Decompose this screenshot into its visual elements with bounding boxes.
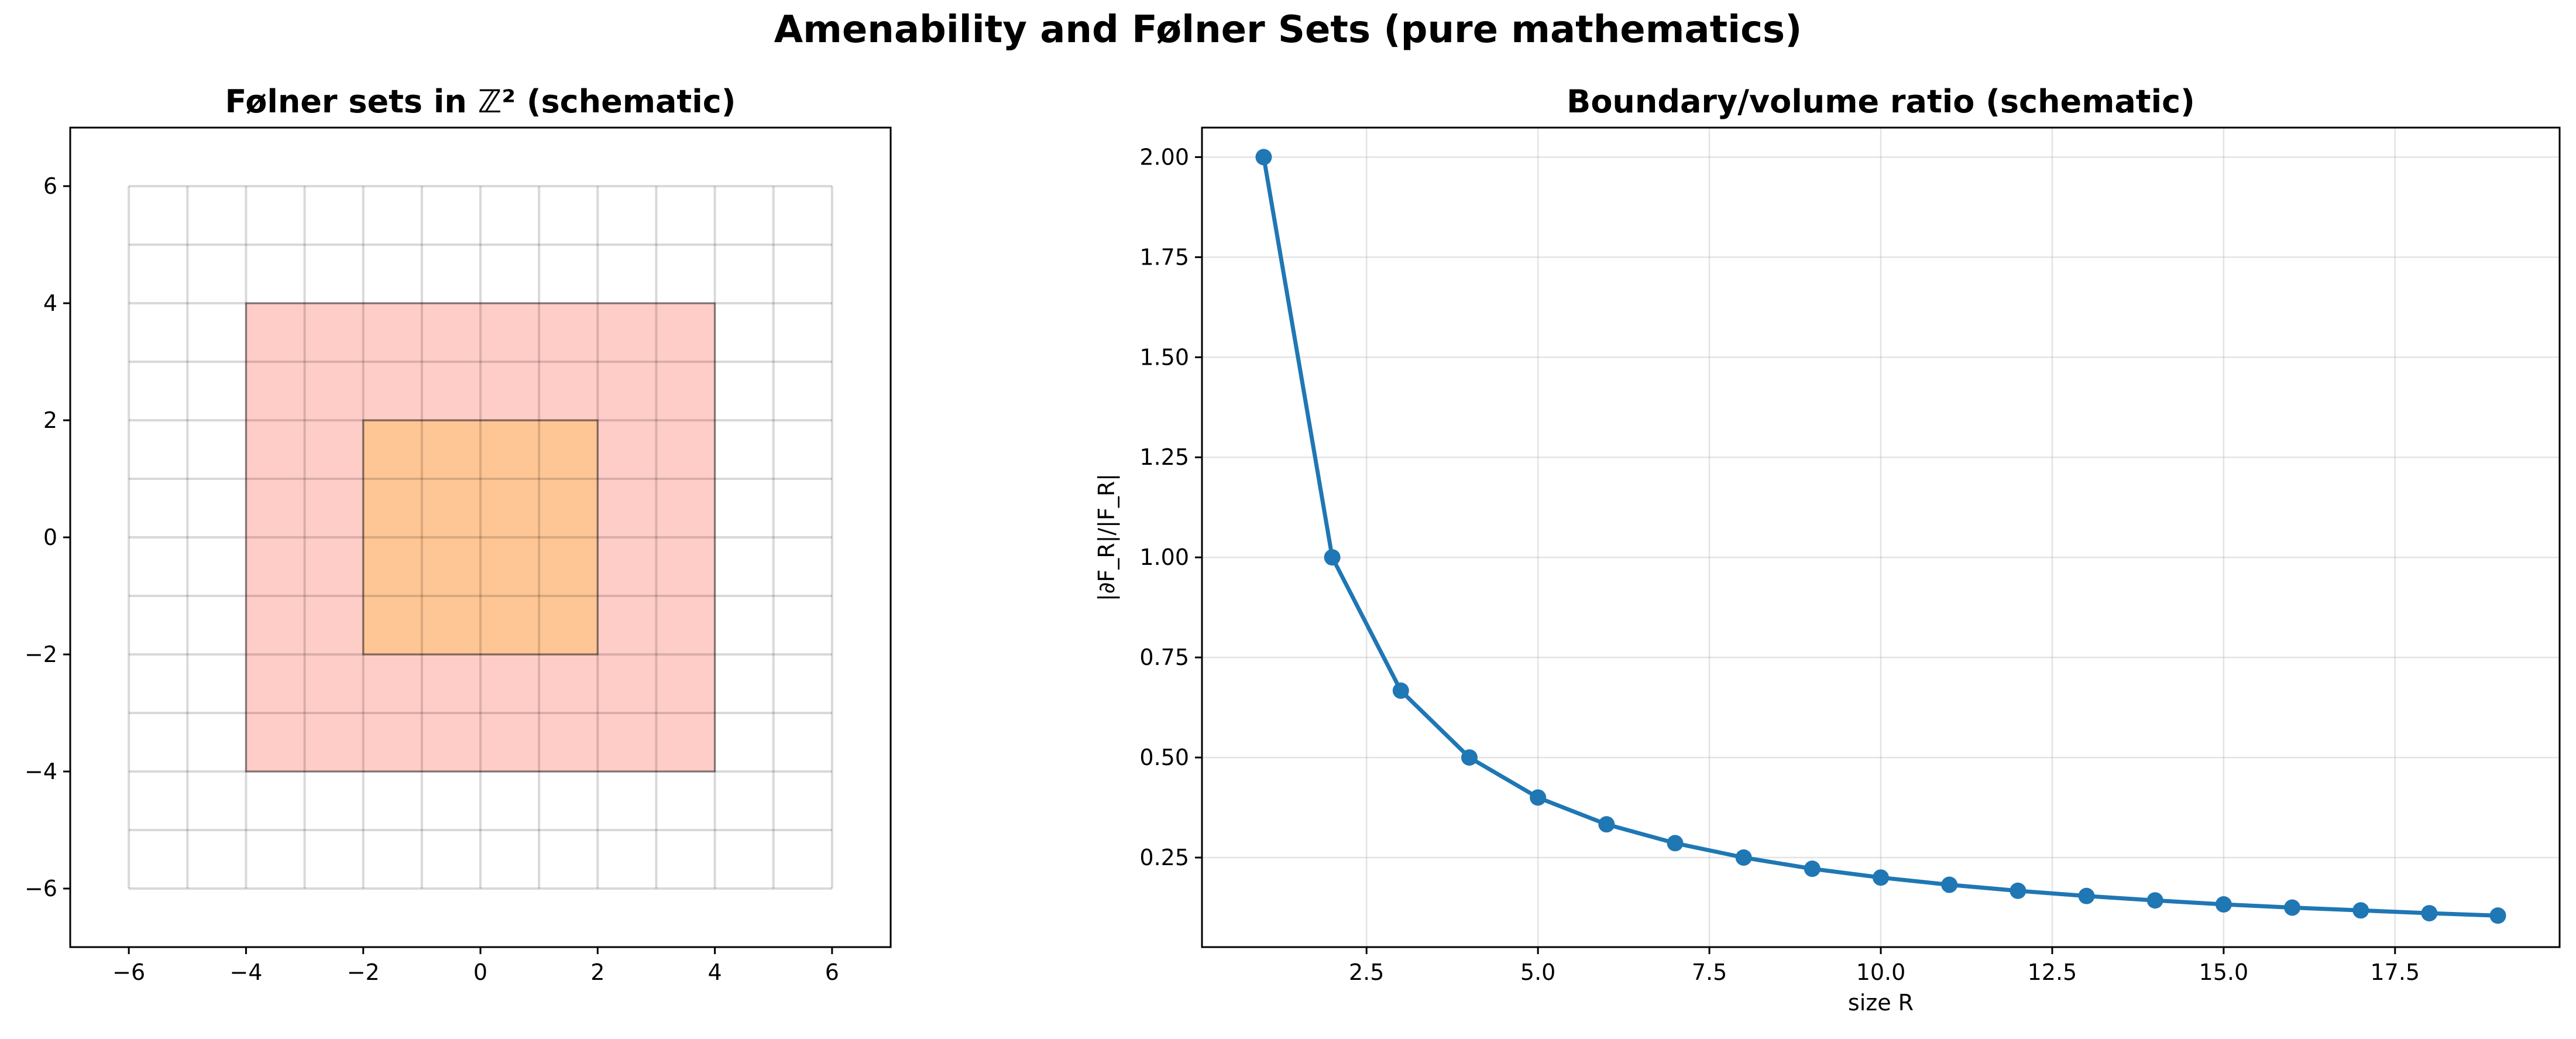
ratio-data-point bbox=[2078, 887, 2095, 904]
x-tick-label: 17.5 bbox=[2370, 959, 2420, 985]
x-tick-label: 2.5 bbox=[1349, 959, 1384, 985]
ratio-data-point bbox=[2010, 882, 2027, 899]
left-chart-title: Følner sets in ℤ² (schematic) bbox=[225, 83, 736, 120]
x-tick-label: 6 bbox=[825, 959, 839, 985]
y-tick-label: −6 bbox=[25, 876, 57, 901]
ratio-data-point bbox=[2284, 899, 2301, 916]
y-tick-label: 2 bbox=[43, 407, 57, 433]
y-tick-label: 4 bbox=[43, 290, 57, 316]
x-tick-label: 12.5 bbox=[2028, 959, 2077, 985]
y-tick-label: 1.75 bbox=[1139, 244, 1189, 270]
ratio-data-point bbox=[2146, 892, 2163, 909]
ratio-panel: 2.5 5.0 7.5 10.0 12.5 15.0 17.5 0.25 0.50 0.75 1.0… bbox=[1094, 83, 2561, 1016]
x-tick-label: 0 bbox=[473, 959, 487, 985]
figure-suptitle: Amenability and Følner Sets (pure mathem… bbox=[774, 8, 1802, 52]
ratio-data-point bbox=[1598, 816, 1615, 833]
y-tick-label: −2 bbox=[25, 642, 57, 667]
x-tick-label: −2 bbox=[347, 959, 380, 985]
x-tick-label: 7.5 bbox=[1692, 959, 1727, 985]
ratio-data-point bbox=[1667, 835, 1684, 852]
ratio-data-point bbox=[1941, 876, 1958, 893]
ratio-data-point bbox=[1530, 789, 1547, 806]
y-axis-label: |∂F_R|/|F_R| bbox=[1094, 474, 1120, 601]
x-tick-label: 5.0 bbox=[1520, 959, 1555, 985]
y-tick-label: 1.00 bbox=[1139, 544, 1189, 570]
ratio-data-point bbox=[1324, 549, 1341, 566]
ratio-data-point bbox=[1735, 849, 1752, 866]
y-tick-label: 2.00 bbox=[1139, 144, 1189, 170]
x-tick-label: 10.0 bbox=[1856, 959, 1906, 985]
x-tick-label: 4 bbox=[707, 959, 722, 985]
y-tick-label: −4 bbox=[25, 759, 57, 784]
ratio-data-point bbox=[1873, 869, 1889, 886]
ratio-data-point bbox=[2421, 905, 2438, 922]
y-tick-label: 0.75 bbox=[1139, 644, 1189, 670]
folner-sets-panel: −6 −4 −2 0 2 4 6 −6 −4 −2 0 2 4 6 Følner sets in ℤ² (s… bbox=[25, 83, 892, 985]
x-tick-label: −6 bbox=[112, 959, 145, 985]
ratio-data-point bbox=[2352, 902, 2369, 919]
ratio-data-point bbox=[2215, 896, 2232, 913]
ratio-data-point bbox=[1392, 682, 1409, 699]
y-tick-label: 0.25 bbox=[1139, 845, 1189, 870]
y-tick-label: 0 bbox=[43, 524, 57, 550]
y-tick-label: 1.25 bbox=[1139, 444, 1189, 470]
y-tick-label: 1.50 bbox=[1139, 344, 1189, 370]
x-axis-label: size R bbox=[1848, 990, 1914, 1016]
ratio-data-point bbox=[1461, 749, 1478, 766]
ratio-data-point bbox=[1255, 149, 1272, 166]
x-tick-label: 2 bbox=[590, 959, 604, 985]
x-tick-label: 15.0 bbox=[2199, 959, 2249, 985]
folner-set-inner bbox=[362, 419, 599, 656]
y-tick-label: 6 bbox=[43, 173, 57, 199]
right-chart-title: Boundary/volume ratio (schematic) bbox=[1567, 83, 2195, 120]
ratio-data-point bbox=[2489, 907, 2506, 924]
x-tick-label: −4 bbox=[229, 959, 262, 985]
y-tick-label: 0.50 bbox=[1139, 745, 1189, 770]
ratio-data-point bbox=[1804, 860, 1821, 877]
